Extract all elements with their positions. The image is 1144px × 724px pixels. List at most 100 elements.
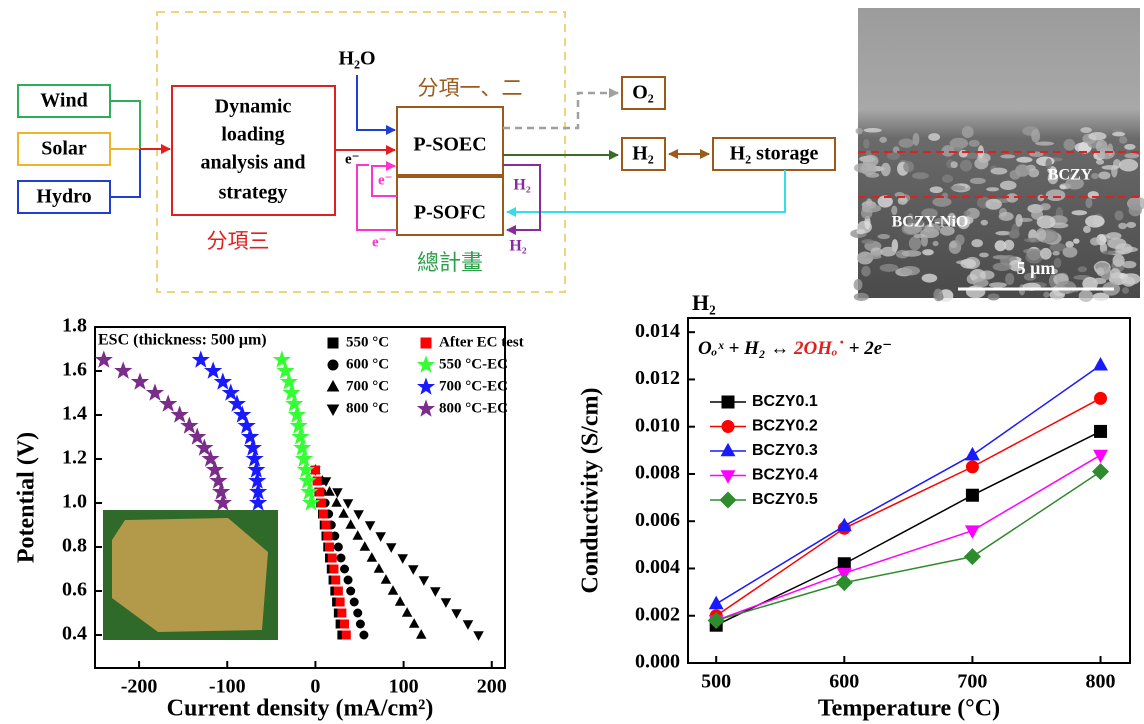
grain bbox=[966, 285, 985, 298]
data-point bbox=[389, 586, 398, 594]
y-tick-label: 0.014 bbox=[635, 320, 680, 342]
data-point bbox=[336, 598, 344, 606]
grain bbox=[1015, 214, 1022, 227]
main-project-label: 總計畫 bbox=[417, 250, 483, 275]
grain bbox=[864, 128, 882, 132]
scale-label: 5 μm bbox=[1017, 258, 1056, 278]
data-point bbox=[116, 363, 131, 378]
legend-marker bbox=[421, 338, 431, 348]
data-point bbox=[341, 565, 349, 573]
grain bbox=[1106, 232, 1121, 239]
legend-marker bbox=[328, 338, 338, 348]
diagram: Wind Solar Hydro Dynamic loading analysi… bbox=[18, 12, 835, 292]
grain bbox=[1102, 250, 1115, 254]
data-point bbox=[398, 555, 407, 563]
grain bbox=[1097, 148, 1115, 159]
data-point bbox=[319, 510, 327, 518]
grain bbox=[1124, 144, 1135, 150]
grain bbox=[1122, 277, 1135, 287]
source-label: Solar bbox=[41, 138, 87, 160]
grain bbox=[903, 161, 914, 172]
y-tick-label: 0.000 bbox=[635, 651, 680, 673]
grain bbox=[913, 133, 920, 146]
data-point bbox=[376, 533, 385, 541]
inset-sample bbox=[112, 518, 268, 632]
data-point bbox=[360, 542, 369, 550]
data-point bbox=[452, 610, 461, 618]
grain bbox=[988, 293, 1000, 300]
series-line bbox=[716, 431, 1100, 625]
grain bbox=[991, 168, 1008, 175]
data-point bbox=[837, 575, 853, 591]
annotation-part: Oₒˣ + H₂ ↔ bbox=[698, 338, 794, 359]
grain bbox=[1085, 198, 1092, 208]
legend-label: BCZY0.1 bbox=[752, 393, 818, 410]
grain bbox=[879, 137, 887, 143]
grain bbox=[878, 234, 890, 239]
data-point bbox=[330, 565, 338, 573]
subproject-label: 分項三 bbox=[207, 229, 270, 253]
grain bbox=[995, 231, 1011, 235]
data-point bbox=[326, 543, 334, 551]
hydrogen-flow-label: H₂ bbox=[513, 177, 530, 194]
arrow bbox=[357, 75, 395, 130]
grain bbox=[881, 247, 897, 257]
data-point bbox=[409, 566, 418, 574]
data-point bbox=[431, 588, 440, 596]
grain bbox=[922, 274, 937, 283]
grain bbox=[1000, 181, 1017, 190]
grain bbox=[1073, 238, 1080, 243]
grain bbox=[862, 204, 882, 212]
oxygen-label: O₂ bbox=[632, 82, 654, 104]
data-point bbox=[324, 532, 332, 540]
grain bbox=[979, 253, 989, 258]
data-point bbox=[342, 631, 350, 639]
grain bbox=[1129, 204, 1142, 216]
grain bbox=[860, 163, 876, 176]
grain bbox=[1102, 165, 1119, 170]
legend-marker bbox=[328, 381, 339, 391]
y-tick-label: 1.2 bbox=[62, 447, 87, 469]
grain bbox=[1023, 248, 1041, 254]
grain bbox=[973, 278, 989, 287]
chart-title: H₂ bbox=[692, 290, 716, 315]
grain bbox=[962, 126, 974, 138]
y-axis-label: Conductivity (S/cm) bbox=[578, 388, 604, 594]
grain bbox=[1124, 153, 1139, 158]
legend-marker bbox=[418, 357, 433, 372]
x-axis-label: Current density (mA/cm²) bbox=[167, 696, 434, 722]
legend-label: 800 °C-EC bbox=[439, 400, 508, 416]
x-tick-label: 600 bbox=[829, 671, 859, 693]
grain bbox=[1091, 173, 1099, 179]
water-label: H₂O bbox=[338, 48, 375, 70]
data-point bbox=[344, 500, 353, 508]
grain bbox=[970, 178, 986, 184]
sofc-label: P-SOFC bbox=[414, 202, 486, 224]
grain bbox=[950, 161, 957, 168]
x-tick-label: -100 bbox=[209, 676, 246, 698]
grain bbox=[985, 199, 1001, 210]
grain bbox=[900, 266, 920, 275]
connector bbox=[110, 101, 140, 149]
grain bbox=[1085, 215, 1105, 228]
data-point bbox=[966, 461, 978, 473]
data-point bbox=[334, 587, 342, 595]
data-point bbox=[1094, 450, 1107, 462]
grain bbox=[1079, 290, 1093, 302]
legend-marker bbox=[418, 401, 433, 416]
grain bbox=[887, 152, 900, 160]
grain bbox=[902, 250, 922, 257]
data-point bbox=[334, 543, 342, 551]
arrow bbox=[503, 165, 540, 230]
grain bbox=[854, 279, 863, 290]
electron-label: e⁻ bbox=[378, 172, 393, 188]
legend-label: 550 °C-EC bbox=[439, 356, 508, 372]
annotation-part: 2OHₒ˙ bbox=[793, 338, 844, 359]
data-point bbox=[382, 575, 391, 583]
y-tick-label: 0.8 bbox=[62, 535, 87, 557]
grain bbox=[1122, 287, 1129, 294]
grain bbox=[1110, 268, 1121, 279]
y-tick-label: 1.8 bbox=[62, 315, 87, 337]
layer-label: BCZY-NiO bbox=[892, 214, 969, 231]
grain bbox=[1112, 128, 1124, 132]
